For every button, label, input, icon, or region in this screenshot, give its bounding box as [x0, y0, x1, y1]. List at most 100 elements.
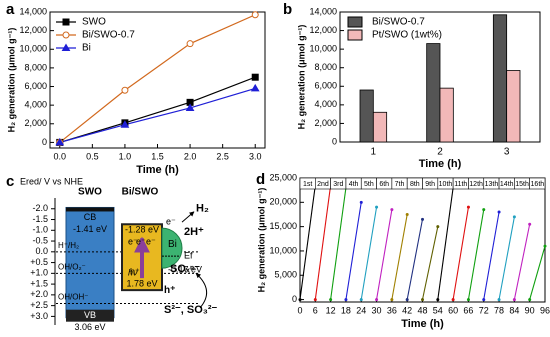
y-tick-label: 10,000	[19, 44, 47, 54]
cycle-line	[376, 209, 393, 300]
y-axis-title: H₂ generation (μmol g⁻¹)	[256, 188, 266, 293]
oxidized-product: SOₓⁿ⁻	[170, 263, 200, 275]
x-tick-label: 3.0	[249, 151, 262, 161]
cycle-line	[467, 209, 485, 300]
reaction-arrow	[181, 211, 195, 223]
cycle-label: 15th	[515, 181, 529, 188]
cycle-line	[529, 245, 546, 300]
x-tick-label: 1.0	[119, 151, 132, 161]
x-tick-label: 2.0	[184, 151, 197, 161]
y-tick-label: 14,000	[309, 6, 337, 16]
y-tick-label: 8,000	[314, 62, 337, 72]
y-tick-label: 6,000	[314, 81, 337, 91]
cycle-line	[513, 224, 531, 300]
data-point	[466, 298, 470, 302]
fermi-name: Ef	[184, 251, 193, 261]
cycle-line	[330, 187, 347, 300]
cycle-line	[314, 185, 332, 300]
semiconductor-name: Bi/SWO	[122, 187, 159, 198]
y-tick-label: 2,000	[24, 118, 47, 128]
data-point	[375, 298, 379, 302]
legend-label: Pt/SWO (1wt%)	[372, 30, 442, 41]
y-tick-label: 12,000	[309, 25, 337, 35]
cycle-label: 6th	[379, 181, 389, 188]
x-tick-label: 30	[372, 305, 382, 315]
data-point	[482, 208, 486, 212]
panel-label: a	[6, 1, 15, 18]
cycle-label: 4th	[349, 181, 359, 188]
cb-value: -1.41 eV	[73, 224, 107, 234]
data-point	[344, 298, 348, 302]
x-axis-title: Time (h)	[136, 164, 179, 176]
photon: hν	[128, 268, 138, 278]
x-tick-label: 2.5	[216, 151, 229, 161]
data-point	[436, 225, 440, 229]
data-point	[543, 244, 547, 248]
y-tick-label: 14,000	[19, 6, 47, 16]
data-point	[375, 205, 379, 209]
y-tick-label: +2.5	[30, 300, 48, 310]
y-tick-label: 10,000	[269, 245, 297, 255]
hole: h⁺	[164, 285, 175, 296]
bi-particle	[161, 227, 183, 269]
data-point	[436, 298, 440, 302]
x-tick-label: 1.5	[151, 151, 164, 161]
x-tick-label: 6	[313, 305, 318, 315]
data-point	[528, 298, 532, 302]
series-line	[59, 87, 256, 143]
y-tick-label: 20,000	[269, 197, 297, 207]
cycle-line	[421, 226, 439, 300]
electron: e⁻	[166, 217, 176, 227]
x-tick-label: 2	[437, 147, 443, 158]
cycle-label: 7th	[395, 181, 405, 188]
x-tick-label: 84	[509, 305, 519, 315]
cycle-label-box	[529, 177, 546, 190]
cycle-label: 11th	[454, 181, 467, 188]
plot-frame	[299, 177, 546, 303]
data-point	[405, 298, 409, 302]
semiconductor-name: SWO	[78, 187, 102, 198]
data-point	[313, 298, 317, 302]
axis-title: Ered/ V vs NHE	[20, 176, 83, 186]
data-point	[390, 208, 394, 212]
data-point	[466, 205, 470, 209]
y-tick-label: -1.5	[32, 214, 48, 224]
bar	[426, 43, 441, 143]
y-tick-label: +1.5	[30, 278, 48, 288]
cycle-label: 13th	[485, 181, 499, 188]
vb-name: VB	[84, 310, 96, 320]
x-tick-label: 36	[387, 305, 397, 315]
bar	[372, 111, 388, 143]
y-tick-label: 0	[42, 137, 47, 147]
vb-value: 3.06 eV	[74, 322, 105, 332]
y-tick-label: 6,000	[24, 81, 47, 91]
x-tick-label: 0.0	[54, 151, 67, 161]
cycle-line	[498, 216, 515, 300]
legend-label: Bi	[82, 43, 91, 54]
y-tick-label: 4,000	[24, 100, 47, 110]
data-point	[250, 83, 260, 92]
bar	[506, 70, 521, 143]
cycle-label: 9th	[425, 181, 435, 188]
data-point	[251, 73, 259, 81]
y-tick-label: 4,000	[314, 99, 337, 109]
x-tick-label: 48	[417, 305, 427, 315]
sacrificial-agent: S²⁻, SO₃²⁻	[164, 304, 218, 316]
data-point	[120, 120, 130, 128]
cb-name: CB	[84, 212, 97, 222]
redox-label: OH/O₂⁻	[58, 262, 86, 271]
panel-label: c	[6, 173, 14, 190]
bi-name: Bi	[168, 239, 177, 250]
cb-level	[66, 207, 114, 212]
redox-label: OH/OH⁻	[58, 293, 88, 302]
x-tick-label: 42	[402, 305, 412, 315]
scavenge-arrow	[195, 272, 207, 309]
y-tick-label: 5,000	[274, 270, 297, 280]
data-point	[421, 298, 424, 302]
cycle-line	[406, 219, 424, 300]
swo-band	[65, 206, 115, 319]
data-point	[329, 298, 333, 302]
series-line	[59, 76, 256, 143]
data-point	[55, 137, 65, 146]
